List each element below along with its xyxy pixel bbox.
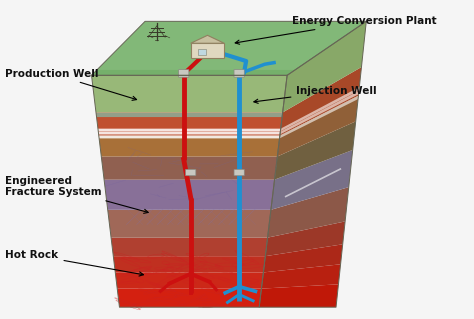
Polygon shape	[113, 256, 265, 272]
Polygon shape	[117, 289, 262, 307]
Polygon shape	[99, 136, 280, 157]
Polygon shape	[280, 67, 362, 136]
Polygon shape	[283, 21, 366, 112]
FancyBboxPatch shape	[179, 70, 189, 77]
FancyBboxPatch shape	[186, 169, 196, 176]
Polygon shape	[280, 96, 358, 138]
Polygon shape	[267, 187, 349, 238]
Text: Production Well: Production Well	[5, 69, 137, 100]
FancyBboxPatch shape	[234, 70, 244, 77]
FancyBboxPatch shape	[198, 49, 206, 55]
Text: Energy Conversion Plant: Energy Conversion Plant	[235, 16, 437, 44]
Polygon shape	[271, 150, 353, 210]
FancyBboxPatch shape	[234, 169, 244, 176]
Polygon shape	[91, 21, 366, 75]
Polygon shape	[99, 136, 280, 138]
Polygon shape	[91, 75, 287, 112]
Polygon shape	[98, 132, 280, 134]
Polygon shape	[280, 91, 359, 134]
Polygon shape	[277, 96, 358, 157]
Polygon shape	[111, 238, 267, 256]
Polygon shape	[280, 87, 359, 131]
FancyBboxPatch shape	[191, 43, 224, 58]
Polygon shape	[265, 221, 345, 256]
Polygon shape	[259, 284, 338, 307]
Polygon shape	[98, 129, 281, 131]
Polygon shape	[108, 210, 271, 238]
Polygon shape	[191, 35, 224, 43]
Polygon shape	[115, 272, 264, 289]
Polygon shape	[262, 264, 341, 289]
Polygon shape	[96, 113, 283, 117]
Polygon shape	[96, 112, 283, 136]
Text: Injection Well: Injection Well	[254, 86, 377, 103]
Polygon shape	[104, 180, 274, 210]
Polygon shape	[264, 244, 343, 272]
Polygon shape	[274, 122, 356, 180]
Polygon shape	[101, 157, 277, 180]
Text: Hot Rock: Hot Rock	[5, 250, 144, 276]
Polygon shape	[91, 70, 295, 75]
Text: Engineered
Fracture System: Engineered Fracture System	[5, 176, 148, 213]
